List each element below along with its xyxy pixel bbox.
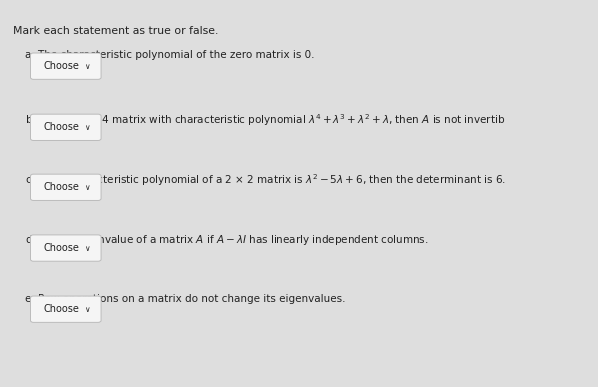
FancyBboxPatch shape: [30, 53, 101, 79]
Text: b. If $\mathit{A}$ is a 4 $\times$ 4 matrix with characteristic polynomial $\lam: b. If $\mathit{A}$ is a 4 $\times$ 4 mat…: [25, 112, 505, 128]
Text: Choose: Choose: [43, 61, 79, 71]
Text: ∨: ∨: [84, 62, 90, 71]
Text: a. The characteristic polynomial of the zero matrix is 0.: a. The characteristic polynomial of the …: [25, 50, 315, 60]
Text: ∨: ∨: [84, 243, 90, 253]
Text: ∨: ∨: [84, 305, 90, 314]
Text: Choose: Choose: [43, 122, 79, 132]
Text: Choose: Choose: [43, 243, 79, 253]
Text: Mark each statement as true or false.: Mark each statement as true or false.: [13, 26, 218, 36]
Text: c. If the characteristic polynomial of a 2 $\times$ 2 matrix is $\lambda^2 - 5\l: c. If the characteristic polynomial of a…: [25, 172, 506, 188]
FancyBboxPatch shape: [30, 296, 101, 322]
FancyBboxPatch shape: [30, 235, 101, 261]
FancyBboxPatch shape: [30, 114, 101, 140]
Text: ∨: ∨: [84, 183, 90, 192]
Text: e. Row operations on a matrix do not change its eigenvalues.: e. Row operations on a matrix do not cha…: [25, 294, 346, 304]
FancyBboxPatch shape: [30, 174, 101, 200]
Text: Choose: Choose: [43, 304, 79, 314]
Text: Choose: Choose: [43, 182, 79, 192]
Text: ∨: ∨: [84, 123, 90, 132]
Text: d. $\lambda$ is an eigenvalue of a matrix $\mathit{A}$ if $\mathit{A} - \lambda\: d. $\lambda$ is an eigenvalue of a matri…: [25, 233, 429, 247]
